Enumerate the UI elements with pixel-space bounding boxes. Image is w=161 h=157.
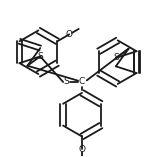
Text: S: S: [113, 54, 119, 62]
Text: S: S: [37, 52, 43, 61]
Text: O: O: [66, 30, 73, 39]
Text: O: O: [78, 145, 85, 154]
Text: C: C: [79, 77, 85, 87]
Text: S: S: [63, 77, 69, 87]
